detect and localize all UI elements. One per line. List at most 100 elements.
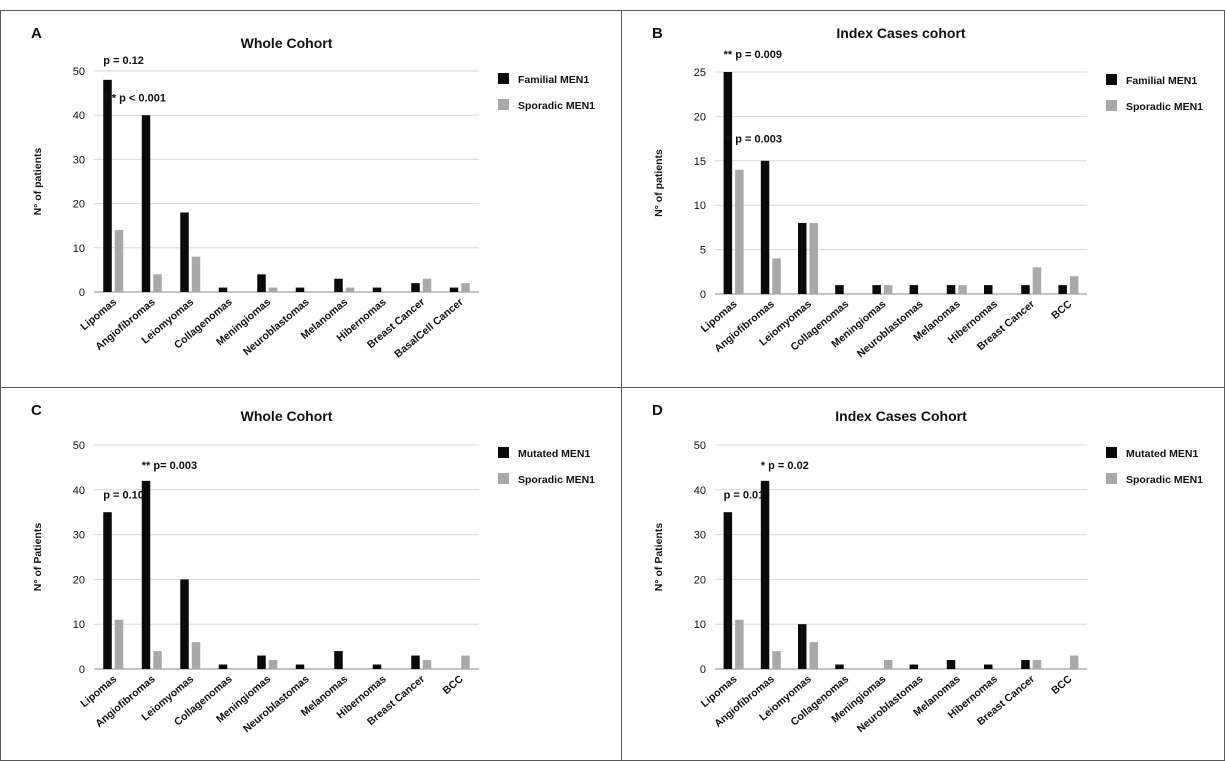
y-tick-label: 10 (73, 243, 85, 255)
bar-familial-men1 (334, 278, 343, 292)
y-tick-label: 10 (73, 619, 85, 631)
y-tick-label: 40 (73, 110, 85, 122)
bar-sporadic-men1 (153, 274, 162, 292)
bar-sporadic-men1 (1032, 267, 1042, 294)
p-value-annotation: p = 0.12 (103, 55, 144, 67)
legend-label: Mutated MEN1 (1126, 448, 1198, 460)
y-tick-label: 20 (73, 574, 85, 586)
bar-sporadic-men1 (958, 285, 967, 294)
chart-svg: D Index Cases Cohort 0 10 20 30 40 50 N° of Pati… (652, 402, 1203, 735)
y-tick-label: 15 (694, 156, 706, 168)
x-tick-label: BCC (1049, 673, 1074, 697)
bar-mutated-men1 (295, 664, 305, 669)
bar-familial-men1 (835, 285, 844, 294)
bar-familial-men1 (723, 72, 733, 294)
x-tick-label: Neuroblastomas (855, 673, 926, 735)
y-tick-label: 10 (694, 619, 706, 631)
y-tick-label: 0 (700, 289, 706, 301)
legend-swatch (1106, 74, 1117, 85)
bar-familial-men1 (872, 285, 881, 294)
legend-swatch (498, 473, 509, 484)
bar-sporadic-men1 (191, 642, 201, 669)
bar-sporadic-men1 (735, 169, 744, 294)
chart-title: Whole Cohort (241, 35, 333, 51)
p-value-annotation: p = 0.10 (103, 489, 144, 501)
chart-panel-b: B Index Cases cohort 0 5 10 15 20 25 N° of patie… (621, 10, 1225, 388)
x-tick-label: BCC (1049, 298, 1074, 322)
bar-mutated-men1 (141, 480, 151, 669)
bar-mutated-men1 (760, 480, 770, 669)
y-tick-label: 40 (73, 485, 85, 497)
legend-label: Familial MEN1 (1126, 75, 1197, 87)
bar-mutated-men1 (835, 664, 844, 669)
legend-label: Sporadic MEN1 (1126, 101, 1203, 113)
bar-sporadic-men1 (345, 287, 355, 292)
bar-sporadic-men1 (268, 287, 278, 292)
bar-sporadic-men1 (883, 285, 893, 294)
bar-sporadic-men1 (772, 651, 781, 669)
bar-sporadic-men1 (114, 230, 124, 292)
y-tick-label: 0 (79, 287, 85, 299)
y-tick-label: 50 (73, 66, 85, 78)
y-tick-label: 25 (694, 67, 706, 79)
legend-label: Sporadic MEN1 (1126, 474, 1203, 486)
legend-swatch (1106, 100, 1117, 111)
bar-familial-men1 (180, 212, 189, 292)
bar-mutated-men1 (946, 660, 956, 669)
bar-familial-men1 (449, 287, 459, 292)
y-tick-label: 20 (694, 111, 706, 123)
chart-title: Index Cases Cohort (835, 408, 967, 424)
bar-sporadic-men1 (809, 642, 818, 669)
bar-sporadic-men1 (153, 651, 162, 669)
y-tick-label: 10 (694, 200, 706, 212)
y-tick-label: 50 (694, 440, 706, 452)
bar-mutated-men1 (103, 512, 112, 669)
y-tick-label: 0 (700, 664, 706, 676)
bar-mutated-men1 (180, 579, 189, 669)
bar-mutated-men1 (984, 664, 993, 669)
bar-familial-men1 (141, 115, 151, 292)
chart-panel-a: A Whole Cohort 0 10 20 30 40 50 N° of patients Li… (0, 10, 622, 388)
legend-swatch (498, 99, 509, 110)
y-tick-label: 30 (73, 154, 85, 166)
chart-svg: B Index Cases cohort 0 5 10 15 20 25 N° of patie… (652, 25, 1203, 360)
panel-label: A (31, 25, 42, 42)
bar-sporadic-men1 (114, 619, 124, 669)
bar-familial-men1 (257, 274, 266, 292)
bar-familial-men1 (1021, 285, 1030, 294)
panel-label: B (652, 25, 663, 42)
bar-familial-men1 (103, 79, 112, 292)
bar-sporadic-men1 (809, 222, 818, 294)
bar-familial-men1 (218, 287, 228, 292)
x-tick-label: Neuroblastomas (855, 298, 926, 360)
bar-sporadic-men1 (1032, 660, 1042, 669)
bar-familial-men1 (411, 283, 420, 292)
bar-sporadic-men1 (461, 283, 470, 292)
bar-sporadic-men1 (772, 258, 781, 294)
chart-title: Whole Cohort (241, 408, 333, 424)
legend-label: Sporadic MEN1 (518, 474, 595, 486)
y-tick-label: 0 (79, 664, 85, 676)
bar-sporadic-men1 (1069, 655, 1079, 669)
x-tick-label: Neuroblastomas (241, 296, 312, 358)
y-tick-label: 40 (694, 485, 706, 497)
bar-familial-men1 (372, 287, 382, 292)
y-axis-label: N° of patients (32, 147, 44, 215)
bar-familial-men1 (909, 285, 919, 294)
bar-familial-men1 (295, 287, 305, 292)
bar-sporadic-men1 (461, 655, 470, 669)
p-value-annotation: * p = 0.02 (761, 460, 809, 472)
legend-swatch (1106, 447, 1117, 458)
chart-panel-c: C Whole Cohort 0 10 20 30 40 50 N° of Patients Li… (0, 387, 622, 761)
bar-familial-men1 (1058, 285, 1067, 294)
chart-title: Index Cases cohort (836, 25, 965, 41)
x-tick-label: BasalCell Cancer (392, 296, 465, 360)
bar-familial-men1 (798, 222, 807, 294)
bar-mutated-men1 (334, 651, 343, 669)
bar-mutated-men1 (372, 664, 382, 669)
bar-sporadic-men1 (1069, 276, 1079, 294)
p-value-annotation: *** p < 0.001 (103, 93, 166, 105)
bar-mutated-men1 (798, 624, 807, 669)
p-value-annotation: ** p = 0.009 (724, 49, 782, 61)
